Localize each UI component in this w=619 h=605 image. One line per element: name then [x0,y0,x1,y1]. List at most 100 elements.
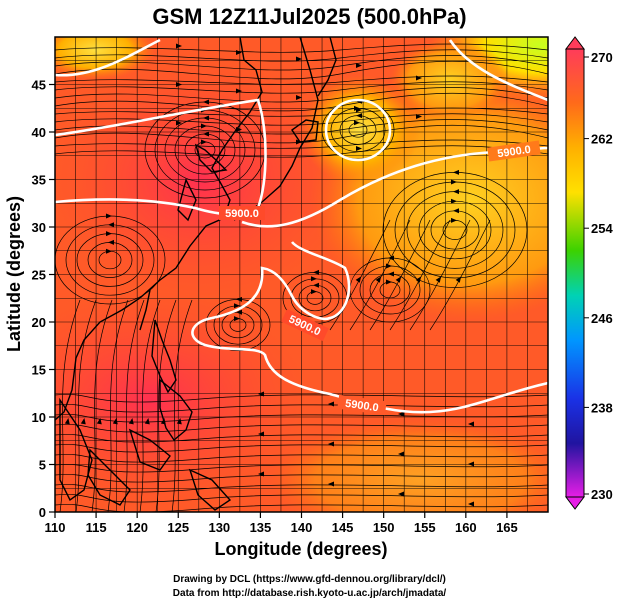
streamline [229,318,247,332]
streamline [394,181,516,279]
colorbar-top-arrow [565,36,585,50]
credit-data: Data from http://database.rish.kyoto-u.a… [172,588,447,599]
streamline-arrow [468,461,474,467]
streamline [339,115,377,145]
streamline-arrow [355,276,362,283]
streamline-arrow [398,451,404,457]
streamline [406,191,504,269]
streamline [55,124,548,144]
colorbar-tick-label: 246 [591,311,613,326]
colorbar-tick-label: 230 [591,487,613,502]
streamline-arrow [106,231,112,237]
streamline-arrow [455,276,462,283]
streamline-arrow [468,421,474,427]
streamline-arrow [258,471,264,477]
x-axis: 110 115 120 125 130 135 140 145 150 155 160 165 [45,512,518,535]
streamline-arrow [328,401,334,407]
y-tick-label: 30 [32,220,46,235]
x-tick-label: 110 [45,520,66,535]
streamline-arrow [106,213,112,219]
y-tick-label: 5 [39,458,46,473]
streamline [55,484,548,493]
x-tick-label: 130 [208,520,230,535]
streamline-arrow [201,123,207,129]
y-tick-label: 45 [32,78,46,93]
streamline-arrow [468,501,474,507]
streamline-arrow [176,43,182,49]
streamline [55,444,548,453]
streamline-arrow [416,114,422,119]
streamline [55,55,548,71]
streamline [55,454,548,463]
streamline [55,113,548,126]
y-tick-label: 0 [39,505,46,520]
streamline-arrow [453,189,459,195]
streamline-arrow [258,431,264,437]
streamline [213,305,263,345]
contour-labels: 5900.0 5900.0 5900.0 5900.0 [219,140,541,416]
streamline [330,108,386,152]
y-tick-label: 20 [32,315,46,330]
streamline [65,224,155,296]
streamline [55,87,548,103]
x-tick-label: 155 [414,520,436,535]
streamline-arrow [236,50,242,55]
streamline-arrow [236,88,242,94]
streamline [55,119,548,135]
streamline-arrow [395,276,402,283]
streamline-arrow [386,279,392,285]
streamline [55,75,548,85]
contour-label: 5900.0 [225,208,259,220]
x-tick-label: 145 [332,520,354,535]
streamline [359,265,421,315]
x-axis-title: Longitude (degrees) [214,539,387,559]
streamline-arrow [296,56,302,62]
y-axis: 0 5 10 15 20 25 30 35 40 45 [32,78,55,520]
colorbar-bottom-arrow [565,496,585,510]
x-tick-label: 115 [86,520,107,535]
streamline-arrow [451,217,457,223]
y-tick-label: 25 [32,268,46,283]
colorbar-tick-label: 254 [591,221,613,236]
streamline [348,122,368,138]
streamline [430,210,480,250]
streamline-arrow [201,139,207,145]
streamline [55,92,548,112]
streamline [379,281,401,299]
streamline-arrow [96,418,102,425]
streamline-arrow [388,271,394,277]
streamline-arrow [108,222,114,228]
streamline-arrow [203,99,209,105]
colorbar-tick-label: 238 [591,400,613,415]
streamline [139,299,161,512]
streamline-arrow [106,248,112,254]
streamline [55,215,166,305]
streamline-arrow [234,303,240,309]
streamline [369,273,411,307]
streamline-arrow [356,113,362,119]
colorbar: 270 262 254 246 238 230 [565,36,613,510]
streamline-arrow [258,391,264,397]
credit-drawing: Drawing by DCL (https://www.gfd-dennou.o… [173,574,446,585]
streamline-arrow [313,282,319,288]
y-axis-title: Latitude (degrees) [4,196,24,352]
streamline-arrow [128,418,134,425]
streamline-arrow [375,276,382,283]
streamline [55,494,548,503]
streamline [418,200,492,260]
x-tick-label: 160 [455,520,477,535]
streamline [55,81,548,94]
x-tick-label: 140 [291,520,313,535]
x-tick-label: 125 [167,520,189,535]
y-tick-label: 35 [32,173,46,188]
streamline-arrow [435,276,442,283]
streamline [55,504,548,512]
streamline-arrow [311,289,317,295]
streamline [55,394,548,403]
streamline-arrow [356,146,362,151]
streamline-arrow [398,411,404,417]
colorbar-tick-label: 270 [591,50,613,65]
streamline-arrow [453,169,459,175]
streamline-arrow [328,481,334,487]
streamline-arrow [296,95,302,100]
